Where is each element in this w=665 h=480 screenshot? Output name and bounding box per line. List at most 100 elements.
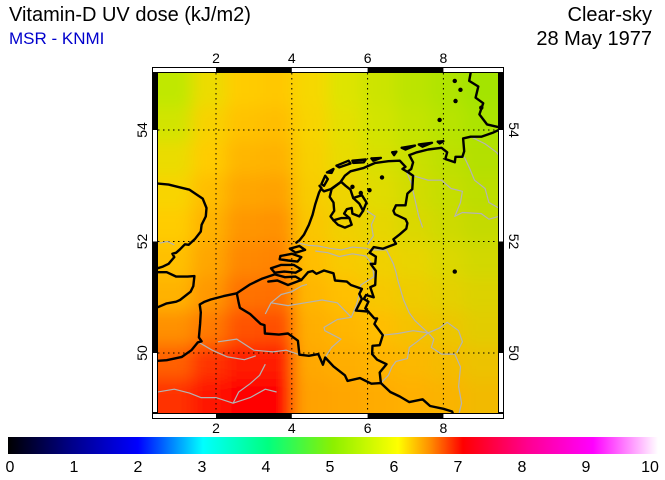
- lake-dot: [437, 117, 442, 123]
- field-cell: [226, 311, 261, 346]
- frame-black-seg: [498, 73, 504, 130]
- field-cell: [328, 73, 363, 108]
- border-nl-de: [362, 170, 415, 313]
- field-cell: [192, 379, 227, 413]
- river-somme: [198, 341, 256, 361]
- river-weser: [463, 156, 498, 209]
- field-cell: [226, 379, 261, 413]
- map-frame-zebra-border: [152, 67, 504, 419]
- axis-tick-labels: 2 2 4 4 6 6 8 8 54 54 52 52 50 50: [134, 50, 522, 436]
- river-ijssel: [366, 210, 376, 245]
- colorbar-tick-label: 7: [454, 459, 463, 476]
- field-cell: [226, 107, 261, 142]
- coastlines-and-borders: [158, 73, 498, 413]
- frame-black-seg: [367, 67, 444, 73]
- lat-tick-label-right: 54: [506, 122, 522, 138]
- field-cell: [158, 73, 193, 108]
- island-walcheren: [269, 263, 303, 274]
- lon-tick-label-bottom: 4: [288, 420, 296, 436]
- lat-tick-label-left: 52: [134, 234, 150, 250]
- field-cell: [464, 141, 498, 176]
- lon-tick-label-bottom: 6: [364, 420, 372, 436]
- coast-wadden-mainland: [320, 129, 498, 193]
- colorbar-tick-label: 0: [6, 459, 15, 476]
- river-england: [159, 240, 175, 246]
- river-elbe: [470, 136, 498, 156]
- lake-dot: [358, 190, 363, 196]
- colorbar-tick-label: 8: [518, 459, 527, 476]
- field-cell: [158, 345, 193, 380]
- colorbar-tick-labels: 0 1 2 3 4 5 6 7 8 9 10: [6, 459, 659, 476]
- colorbar-tick-label: 4: [262, 459, 271, 476]
- field-cell: [226, 141, 261, 176]
- river-oise: [232, 363, 266, 404]
- field-cell: [464, 209, 498, 244]
- lon-tick-label-top: 6: [364, 50, 372, 66]
- frame-black-seg: [216, 413, 292, 419]
- frame-black-seg: [498, 241, 504, 353]
- lake-dot: [367, 188, 372, 193]
- colorbar-tick-label: 6: [390, 459, 399, 476]
- island-schiermonnikoog: [370, 156, 383, 162]
- field-cell: [158, 311, 193, 346]
- field-cell: [192, 311, 227, 346]
- field-cell: [294, 311, 329, 346]
- field-cell: [430, 277, 465, 312]
- field-cell: [396, 379, 431, 413]
- field-cell: [260, 209, 295, 244]
- lake-dot: [453, 98, 458, 104]
- field-cell: [294, 379, 329, 413]
- field-cell: [226, 209, 261, 244]
- field-cell: [328, 379, 363, 413]
- field-cell: [328, 107, 363, 142]
- field-cell: [192, 345, 227, 380]
- lat-tick-label-right: 52: [506, 234, 522, 250]
- frame-black-seg: [152, 73, 158, 130]
- field-cell: [294, 107, 329, 142]
- border-be-fr-de: [235, 292, 454, 413]
- lakes: [350, 78, 484, 274]
- field-cell: [158, 175, 193, 210]
- field-cell: [226, 73, 261, 108]
- field-cell: [260, 379, 295, 413]
- river-waal: [296, 242, 372, 251]
- field-cell: [158, 141, 193, 176]
- lake-dot: [379, 175, 385, 180]
- lake-dot: [350, 184, 355, 190]
- lat-tick-label-left: 54: [134, 122, 150, 138]
- border-zeeuws-vlaanderen: [267, 278, 303, 287]
- lake-dot: [479, 105, 484, 110]
- field-cell: [192, 209, 227, 244]
- field-cell: [260, 141, 295, 176]
- field-cell: [396, 209, 431, 244]
- island-schouwen: [278, 252, 303, 263]
- river-seine: [158, 388, 277, 404]
- field-cell: [158, 107, 193, 142]
- field-cell: [294, 141, 329, 176]
- colorbar-tick-label: 10: [641, 459, 659, 476]
- date-label: 28 May 1977: [536, 28, 652, 50]
- island-langeoog: [417, 141, 434, 148]
- field-cell: [192, 107, 227, 142]
- field-cell: [294, 277, 329, 312]
- island-terschelling: [335, 159, 352, 169]
- data-source-label: MSR - KNMI: [9, 29, 105, 48]
- field-cell: [464, 243, 498, 278]
- river-moselle: [380, 332, 429, 384]
- sky-condition-label: Clear-sky: [567, 4, 652, 26]
- field-cell: [260, 277, 295, 312]
- frame-black-seg: [367, 413, 444, 419]
- colorbar-tick-label: 5: [326, 459, 335, 476]
- border-nl-be: [300, 269, 370, 313]
- river-sambre: [270, 299, 352, 318]
- field-cell: [396, 311, 431, 346]
- island-borkum: [391, 150, 398, 157]
- field-cell: [328, 345, 363, 380]
- island-texel: [320, 174, 329, 188]
- coast-france-belgium: [158, 273, 276, 362]
- border-de-state-south: [382, 321, 463, 354]
- colorbar-tick-label: 1: [70, 459, 79, 476]
- lon-tick-label-bottom: 2: [212, 420, 220, 436]
- coast-germany-north: [468, 73, 498, 129]
